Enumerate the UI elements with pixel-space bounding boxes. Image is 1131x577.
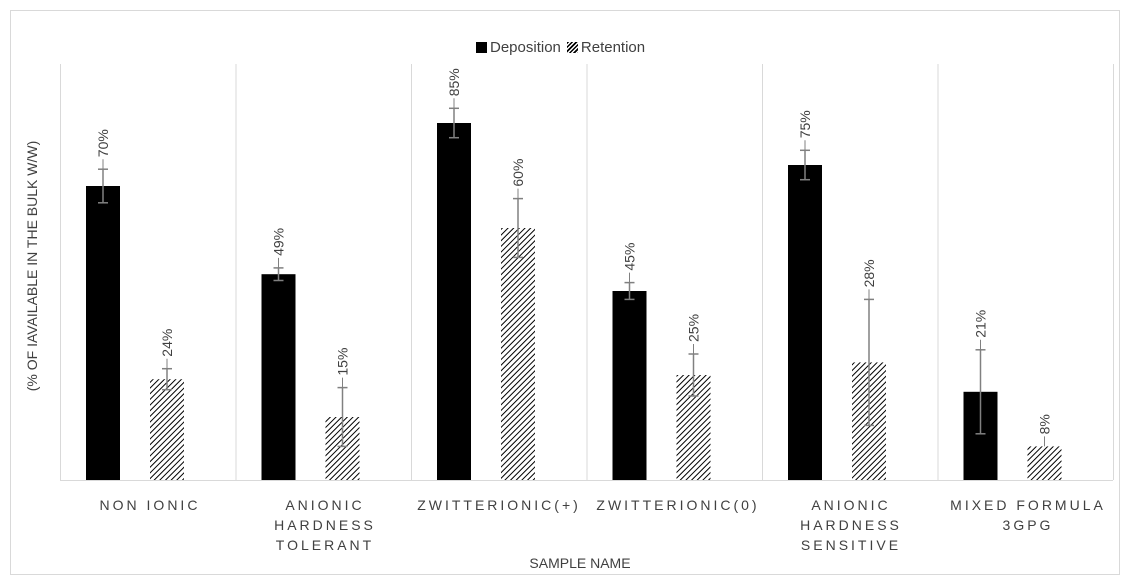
legend-swatch-deposition bbox=[476, 41, 487, 53]
bar-retention bbox=[1027, 446, 1062, 480]
data-label-deposition: 21% bbox=[973, 310, 989, 338]
category-label-zwitterionic-zero: ZWITTERIONIC(0) bbox=[596, 497, 760, 513]
legend-label-retention: Retention bbox=[580, 38, 646, 56]
data-label-retention: 15% bbox=[335, 348, 351, 376]
legend-label-deposition: Deposition bbox=[490, 38, 561, 56]
data-label-deposition: 75% bbox=[797, 110, 813, 138]
category-label-anionic-hardness-tolerant: ANIONIC HARDNESS TOLERANT bbox=[274, 497, 376, 553]
data-label-retention: 24% bbox=[159, 329, 175, 357]
data-label-retention: 60% bbox=[510, 159, 526, 187]
x-axis-title: SAMPLE NAME bbox=[529, 555, 631, 571]
data-label-retention: 25% bbox=[686, 314, 702, 342]
legend-item-deposition: Deposition bbox=[476, 39, 561, 56]
bar-deposition bbox=[788, 165, 822, 480]
data-label-retention: 8% bbox=[1037, 414, 1053, 434]
bar-deposition bbox=[261, 274, 296, 480]
category-label-zwitterionic-plus: ZWITTERIONIC(+) bbox=[417, 497, 581, 513]
chart-legend: Deposition Retention bbox=[476, 37, 651, 57]
data-label-deposition: 45% bbox=[622, 243, 638, 271]
legend-swatch-retention bbox=[566, 41, 578, 53]
bar-deposition bbox=[612, 291, 647, 480]
category-label-mixed-formula-3gpg: MIXED FORMULA 3GPG bbox=[950, 497, 1106, 533]
y-axis-title: (% OF IAVAILABLE IN THE BULK W/W) bbox=[24, 140, 40, 392]
data-label-deposition: 49% bbox=[271, 228, 287, 256]
data-label-retention: 28% bbox=[861, 259, 877, 287]
bar-retention bbox=[150, 379, 184, 480]
data-label-deposition: 70% bbox=[95, 129, 111, 157]
category-label-non-ionic: NON IONIC bbox=[99, 497, 201, 513]
bar-deposition bbox=[86, 186, 120, 480]
bar-deposition bbox=[437, 123, 471, 480]
data-label-deposition: 85% bbox=[446, 68, 462, 96]
bar-retention bbox=[501, 228, 535, 480]
category-label-anionic-hardness-sensitive: ANIONIC HARDNESS SENSITIVE bbox=[800, 497, 902, 553]
legend-item-retention: Retention bbox=[566, 38, 646, 56]
